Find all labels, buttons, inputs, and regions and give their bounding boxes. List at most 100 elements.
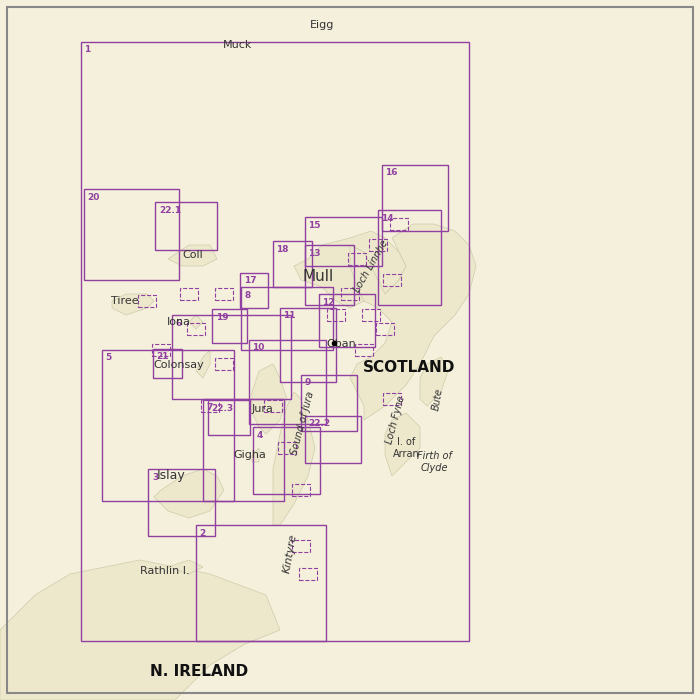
Text: Mull: Mull bbox=[303, 269, 334, 284]
Bar bbox=[253, 427, 320, 494]
Text: 22.2: 22.2 bbox=[308, 419, 330, 428]
Bar bbox=[202, 400, 218, 412]
Text: Loch Linnhe: Loch Linnhe bbox=[352, 238, 390, 294]
Text: Oban: Oban bbox=[326, 340, 356, 349]
Text: 16: 16 bbox=[385, 168, 398, 177]
Bar bbox=[356, 344, 373, 356]
Bar bbox=[318, 294, 374, 346]
Text: Eigg: Eigg bbox=[310, 20, 334, 29]
Bar bbox=[139, 295, 155, 307]
Bar bbox=[378, 210, 441, 304]
Bar bbox=[153, 349, 182, 378]
Text: 15: 15 bbox=[308, 220, 321, 230]
Bar bbox=[304, 245, 354, 304]
Text: 19: 19 bbox=[216, 313, 228, 322]
Bar bbox=[280, 308, 336, 382]
Polygon shape bbox=[154, 469, 224, 518]
Text: Rathlin I.: Rathlin I. bbox=[140, 566, 189, 575]
Text: Muck: Muck bbox=[223, 41, 253, 50]
Bar bbox=[391, 218, 407, 230]
Bar bbox=[370, 239, 387, 251]
Polygon shape bbox=[168, 560, 203, 574]
Text: 20: 20 bbox=[88, 193, 100, 202]
Bar bbox=[208, 400, 250, 435]
Text: Bute: Bute bbox=[430, 387, 444, 411]
Bar bbox=[349, 253, 365, 265]
Text: 18: 18 bbox=[276, 245, 289, 254]
Bar bbox=[155, 202, 217, 250]
Bar bbox=[273, 241, 312, 287]
Bar bbox=[248, 340, 326, 424]
Bar bbox=[153, 344, 169, 356]
Text: 12: 12 bbox=[322, 298, 335, 307]
Bar bbox=[382, 164, 448, 231]
Text: Loch Fyne: Loch Fyne bbox=[384, 395, 407, 445]
Polygon shape bbox=[350, 224, 476, 420]
Text: 5: 5 bbox=[105, 354, 111, 363]
Text: 3: 3 bbox=[152, 473, 158, 482]
Text: Sound of Jura: Sound of Jura bbox=[289, 391, 316, 456]
Polygon shape bbox=[385, 413, 420, 476]
Bar bbox=[301, 374, 357, 430]
Text: Coll: Coll bbox=[182, 251, 203, 260]
Text: Colonsay: Colonsay bbox=[153, 360, 204, 370]
Text: 21: 21 bbox=[156, 352, 169, 361]
Polygon shape bbox=[189, 315, 203, 329]
Bar bbox=[377, 323, 394, 335]
Text: 17: 17 bbox=[244, 276, 256, 286]
Bar bbox=[80, 42, 469, 640]
Bar bbox=[212, 309, 247, 343]
Text: 22.1: 22.1 bbox=[159, 206, 181, 215]
Bar bbox=[342, 288, 358, 300]
Polygon shape bbox=[252, 364, 287, 434]
Bar bbox=[384, 393, 401, 405]
Bar bbox=[328, 309, 344, 321]
Bar bbox=[279, 442, 295, 454]
Bar bbox=[363, 309, 380, 321]
Bar bbox=[84, 189, 178, 280]
Text: 14: 14 bbox=[382, 214, 394, 223]
Text: Islay: Islay bbox=[157, 470, 186, 482]
Text: SCOTLAND: SCOTLAND bbox=[363, 360, 456, 375]
Text: 6: 6 bbox=[175, 318, 181, 328]
Text: 9: 9 bbox=[304, 378, 311, 387]
Text: Gigha: Gigha bbox=[234, 450, 266, 460]
Text: Kintyre: Kintyre bbox=[282, 533, 299, 573]
Text: Iona: Iona bbox=[167, 317, 190, 327]
Polygon shape bbox=[294, 231, 406, 308]
Bar bbox=[304, 217, 382, 266]
Polygon shape bbox=[0, 560, 280, 700]
Text: 4: 4 bbox=[257, 430, 263, 440]
Bar bbox=[265, 400, 281, 412]
Bar bbox=[203, 399, 284, 500]
Text: 22.3: 22.3 bbox=[211, 404, 234, 413]
Bar bbox=[196, 525, 326, 640]
Bar bbox=[148, 469, 215, 536]
Bar bbox=[216, 288, 232, 300]
Text: 11: 11 bbox=[284, 312, 296, 321]
Polygon shape bbox=[252, 448, 259, 462]
Bar bbox=[293, 484, 309, 496]
Text: 1: 1 bbox=[84, 46, 90, 55]
Bar bbox=[102, 350, 235, 500]
Bar bbox=[240, 273, 268, 308]
Bar bbox=[172, 315, 290, 399]
Polygon shape bbox=[196, 350, 210, 378]
Text: I. of
Arran: I. of Arran bbox=[393, 438, 419, 458]
Text: Tiree: Tiree bbox=[111, 296, 139, 306]
Polygon shape bbox=[273, 392, 315, 525]
Polygon shape bbox=[168, 245, 217, 266]
Text: 2: 2 bbox=[199, 528, 206, 538]
Text: Firth of
Clyde: Firth of Clyde bbox=[416, 452, 452, 472]
Polygon shape bbox=[112, 294, 154, 315]
Bar bbox=[241, 287, 332, 350]
Polygon shape bbox=[420, 357, 448, 406]
Bar bbox=[181, 288, 197, 300]
Bar bbox=[300, 568, 316, 580]
Text: 10: 10 bbox=[252, 343, 265, 352]
Text: N. IRELAND: N. IRELAND bbox=[150, 664, 248, 680]
Bar bbox=[293, 540, 309, 552]
Bar bbox=[384, 274, 401, 286]
Text: 13: 13 bbox=[308, 248, 321, 258]
Text: 7: 7 bbox=[206, 402, 213, 412]
